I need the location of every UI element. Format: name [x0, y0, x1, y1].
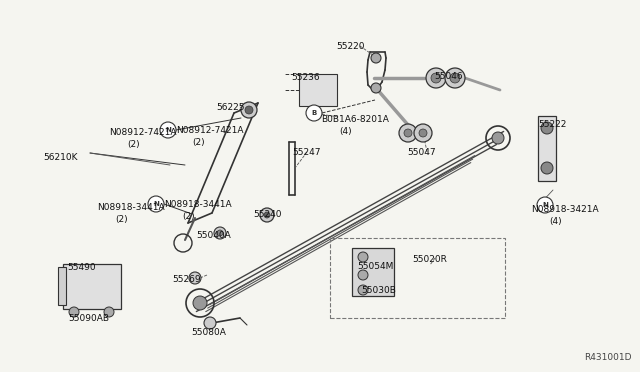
Circle shape	[371, 53, 381, 63]
Circle shape	[358, 252, 368, 262]
Circle shape	[214, 227, 226, 239]
Circle shape	[399, 124, 417, 142]
Text: R431001D: R431001D	[584, 353, 632, 362]
Circle shape	[541, 122, 553, 134]
Text: 55490: 55490	[67, 263, 95, 272]
Circle shape	[371, 83, 381, 93]
Text: 55040A: 55040A	[196, 231, 231, 240]
Circle shape	[537, 197, 553, 213]
Text: 55220: 55220	[336, 42, 365, 51]
Text: B: B	[312, 110, 317, 116]
Circle shape	[245, 106, 253, 114]
Text: (4): (4)	[549, 217, 562, 226]
Bar	[352, 248, 394, 296]
Circle shape	[264, 212, 270, 218]
Circle shape	[148, 196, 164, 212]
Text: (2): (2)	[192, 138, 205, 147]
Circle shape	[358, 270, 368, 280]
Circle shape	[450, 73, 460, 83]
Circle shape	[541, 162, 553, 174]
Text: 55030B: 55030B	[361, 286, 396, 295]
Text: N08912-7421A: N08912-7421A	[109, 128, 177, 137]
Bar	[58, 267, 66, 305]
Text: 55236: 55236	[291, 73, 319, 82]
Circle shape	[69, 307, 79, 317]
Bar	[538, 116, 556, 181]
Text: B0B1A6-8201A: B0B1A6-8201A	[321, 115, 389, 124]
Text: 55020R: 55020R	[412, 255, 447, 264]
Circle shape	[189, 272, 201, 284]
Text: 56210K: 56210K	[43, 153, 77, 162]
Circle shape	[260, 208, 274, 222]
Text: 55047: 55047	[407, 148, 436, 157]
Circle shape	[217, 230, 223, 236]
Bar	[330, 238, 505, 318]
Circle shape	[104, 307, 114, 317]
Text: N: N	[153, 201, 159, 207]
Circle shape	[306, 105, 322, 121]
Text: (4): (4)	[339, 127, 351, 136]
Circle shape	[404, 129, 412, 137]
Circle shape	[426, 68, 446, 88]
Text: N08918-3421A: N08918-3421A	[531, 205, 598, 214]
Bar	[63, 264, 121, 309]
Text: 56225: 56225	[216, 103, 244, 112]
Text: 55046: 55046	[434, 72, 463, 81]
Text: 55090AB: 55090AB	[68, 314, 109, 323]
Circle shape	[419, 129, 427, 137]
Circle shape	[204, 317, 216, 329]
Circle shape	[358, 285, 368, 295]
Text: 55240: 55240	[253, 210, 282, 219]
Text: 55247: 55247	[292, 148, 321, 157]
Circle shape	[414, 124, 432, 142]
Text: (2): (2)	[115, 215, 127, 224]
Text: (2): (2)	[127, 140, 140, 149]
Text: N: N	[165, 127, 171, 133]
Text: 55269: 55269	[172, 275, 200, 284]
Text: N08912-7421A: N08912-7421A	[176, 126, 243, 135]
Text: 55080A: 55080A	[191, 328, 226, 337]
Text: (2): (2)	[182, 212, 195, 221]
Circle shape	[160, 122, 176, 138]
Text: 55054M: 55054M	[357, 262, 394, 271]
Circle shape	[492, 132, 504, 144]
Circle shape	[445, 68, 465, 88]
Text: 55222: 55222	[538, 120, 566, 129]
Circle shape	[193, 296, 207, 310]
Circle shape	[431, 73, 441, 83]
Text: N: N	[542, 202, 548, 208]
Text: N08918-3441A: N08918-3441A	[164, 200, 232, 209]
Text: N08918-3441A: N08918-3441A	[97, 203, 164, 212]
Circle shape	[241, 102, 257, 118]
Bar	[299, 74, 337, 106]
